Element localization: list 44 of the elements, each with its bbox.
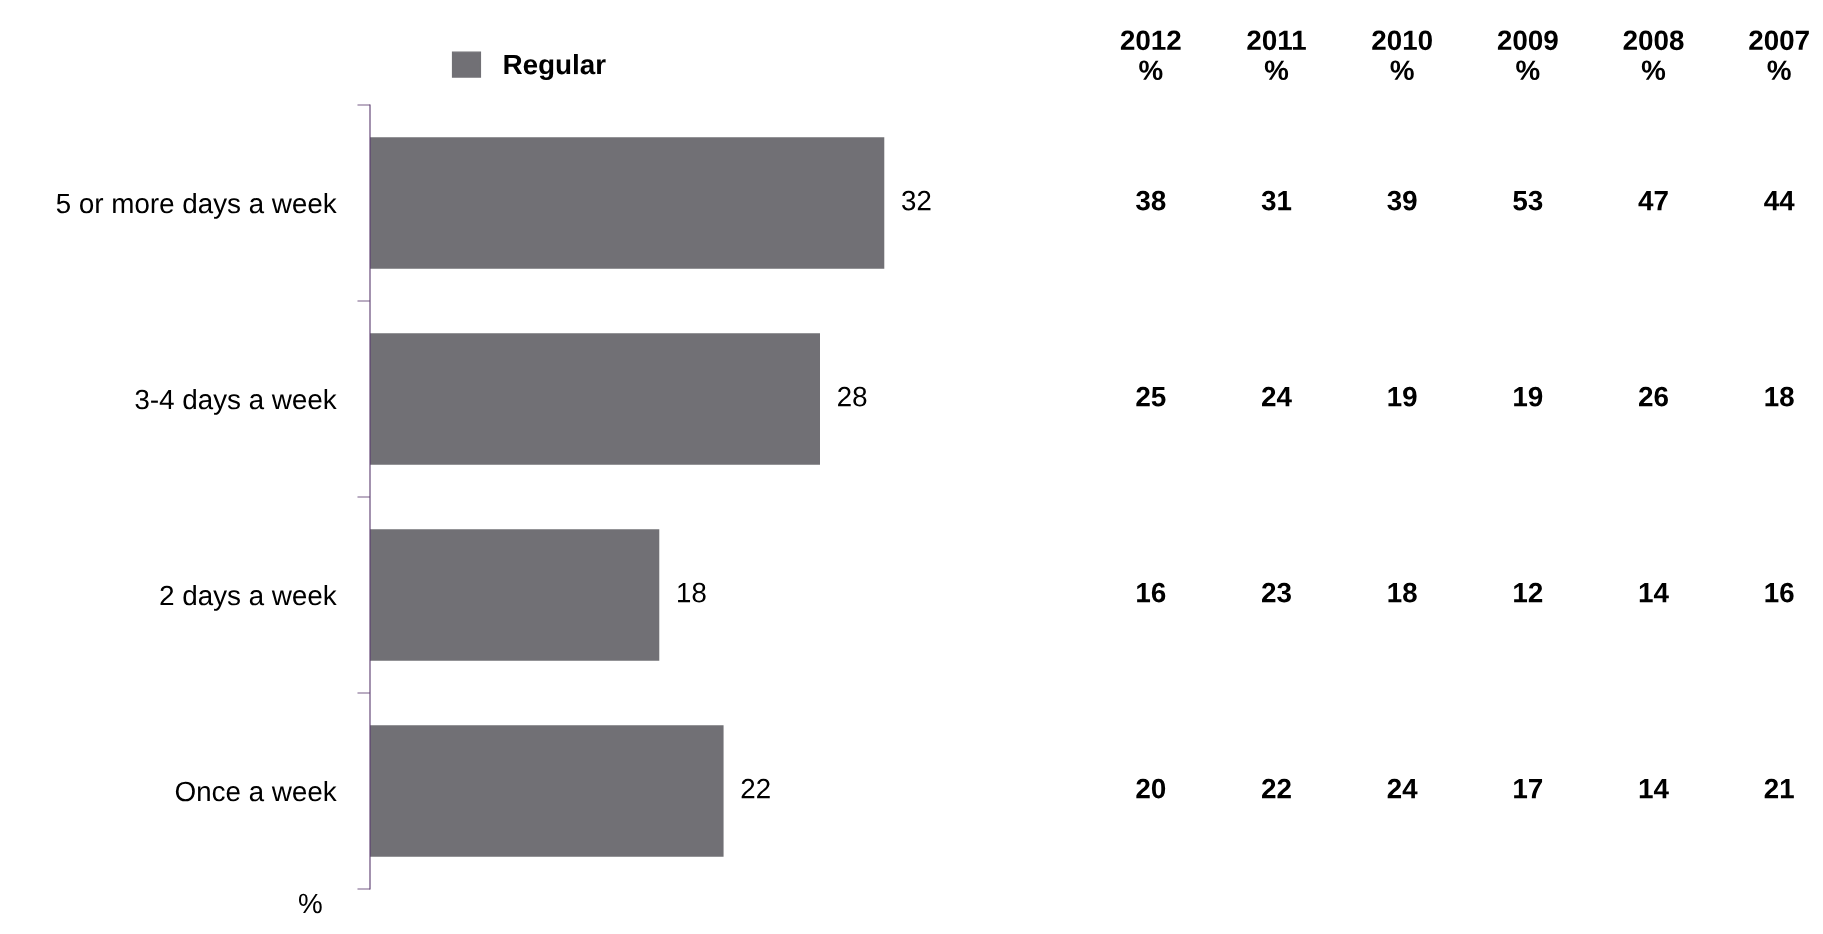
y-tick-label: 3-4 days a week xyxy=(135,388,337,415)
data-label: 31 xyxy=(1261,190,1292,211)
data-label: 47 xyxy=(1638,191,1668,211)
legend-label: Regular xyxy=(504,53,606,80)
x-tick-label: 2011 % xyxy=(1247,30,1306,81)
x-tick-label: 2007 % xyxy=(1749,30,1809,81)
data-label: 38 xyxy=(1136,190,1166,211)
data-label: 39 xyxy=(1387,190,1417,211)
data-label: 20 xyxy=(1136,778,1166,799)
x-axis-title: % xyxy=(298,893,322,914)
data-label: 44 xyxy=(1764,191,1795,211)
data-label: 14 xyxy=(1639,779,1669,799)
data-label: 19 xyxy=(1514,386,1543,407)
data-label: 23 xyxy=(1262,582,1291,603)
data-label: 53 xyxy=(1513,190,1543,211)
data-label: 18 xyxy=(1388,582,1417,603)
data-label: 21 xyxy=(1764,778,1794,799)
data-label: 18 xyxy=(1765,386,1794,407)
data-label: 16 xyxy=(1137,582,1166,603)
data-label: 25 xyxy=(1136,386,1166,407)
y-tick-label: 2 days a week xyxy=(160,584,337,611)
data-label: 12 xyxy=(1514,582,1543,603)
data-label: 17 xyxy=(1514,779,1543,799)
x-tick-label: 2010 % xyxy=(1372,30,1432,81)
data-label: 26 xyxy=(1639,386,1668,407)
x-tick-label: 2008 % xyxy=(1623,30,1684,81)
data-label: 24 xyxy=(1262,386,1292,407)
data-label: 28 xyxy=(838,386,867,407)
data-label: 22 xyxy=(741,778,770,799)
bar xyxy=(370,529,660,661)
data-label: 24 xyxy=(1387,778,1418,799)
data-label: 18 xyxy=(678,582,706,603)
bar xyxy=(370,333,820,465)
data-label: 32 xyxy=(902,190,931,211)
x-tick-label: 2012 % xyxy=(1120,30,1181,81)
data-label: 19 xyxy=(1388,386,1417,407)
data-label: 16 xyxy=(1765,582,1794,603)
data-label: 14 xyxy=(1639,583,1669,603)
bar xyxy=(370,725,724,857)
x-tick-label: 2009 % xyxy=(1497,30,1558,81)
bar xyxy=(370,137,885,269)
y-tick-label: Once a week xyxy=(175,780,337,802)
y-tick-label: 5 or more days a week xyxy=(56,192,337,219)
data-label: 22 xyxy=(1262,778,1291,799)
